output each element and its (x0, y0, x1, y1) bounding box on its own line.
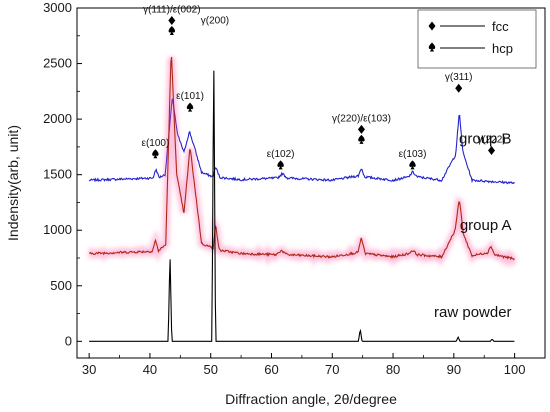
series-line-raw-powder (89, 70, 515, 342)
peak-annotation: ε(102) (267, 149, 295, 160)
fcc-diamond-marker (488, 145, 496, 155)
hcp-spade-marker-stem (359, 139, 364, 144)
hcp-spade-marker (277, 160, 284, 167)
y-tick-label: 2500 (43, 56, 72, 71)
legend-label: fcc (492, 19, 509, 34)
hcp-spade-marker (409, 160, 416, 167)
y-axis-label: Indensity(arb, unit) (5, 125, 21, 241)
y-tick-label: 1000 (43, 222, 72, 237)
curve-label: group B (459, 131, 512, 148)
x-axis-label: Diffraction angle, 2θ/degree (225, 391, 397, 407)
axes-layer: 30 40 50 60 70 80 90 10005001000150020002500300… (43, 0, 525, 377)
hcp-spade-marker (186, 102, 194, 110)
hcp-spade-marker-stem (153, 154, 158, 159)
annotation-layer: ε(100) γ(111)/ε(002)γ(200) ε(101) ε(102) γ(2… (141, 4, 506, 170)
x-tick-label: 100 (504, 362, 526, 377)
curve-labels-layer: group B group A raw powder (434, 131, 512, 321)
x-tick-label: 70 (325, 362, 339, 377)
y-tick-label: 1500 (43, 167, 72, 182)
x-tick-label: 80 (386, 362, 400, 377)
fcc-diamond-marker (357, 124, 365, 134)
peak-annotation: ε(100) (141, 138, 169, 149)
hcp-spade-marker-stem (278, 165, 283, 170)
legend-box (417, 9, 537, 69)
y-tick-label: 2000 (43, 111, 72, 126)
hcp-spade-marker-stem (410, 165, 415, 170)
y-tick-label: 500 (50, 278, 72, 293)
peak-annotation: ε(101) (176, 91, 204, 102)
fcc-diamond-marker (455, 83, 463, 93)
peak-annotation: γ(222) (477, 134, 505, 145)
peak-annotation: ε(103) (399, 149, 427, 160)
x-tick-label: 40 (143, 362, 157, 377)
series-line-group-b (88, 98, 515, 185)
hcp-spade-marker (358, 134, 365, 142)
legend: fcc hcp (417, 9, 537, 69)
hcp-spade-marker (152, 149, 159, 156)
y-tick-label: 0 (65, 333, 72, 348)
plot-area (76, 7, 546, 359)
peak-annotation: γ(220)/ε(103) (332, 113, 391, 124)
y-tick-label: 3000 (43, 0, 72, 15)
x-tick-label: 60 (264, 362, 278, 377)
hcp-spade-marker-stem (188, 107, 193, 112)
curve-label: group A (460, 217, 512, 234)
peak-annotation: γ(311) (445, 72, 473, 83)
hcp-spade-marker (168, 25, 176, 33)
peak-annotation: γ(111)/ε(002) (143, 4, 200, 15)
x-tick-label: 50 (203, 362, 217, 377)
peak-annotation: γ(200) (201, 16, 229, 27)
legend-hcp-marker-stem (430, 47, 434, 52)
legend-label: hcp (492, 41, 513, 56)
legend-hcp-marker (428, 42, 436, 50)
x-tick-label: 90 (447, 362, 461, 377)
hcp-spade-marker-stem (169, 30, 174, 35)
fcc-diamond-marker (168, 15, 176, 25)
curve-label: raw powder (434, 304, 512, 321)
legend-fcc-marker (428, 21, 436, 31)
series-layer (87, 56, 518, 342)
series-line-group-a (88, 56, 515, 261)
x-tick-label: 30 (82, 362, 96, 377)
series-halo-group-a (87, 56, 518, 268)
